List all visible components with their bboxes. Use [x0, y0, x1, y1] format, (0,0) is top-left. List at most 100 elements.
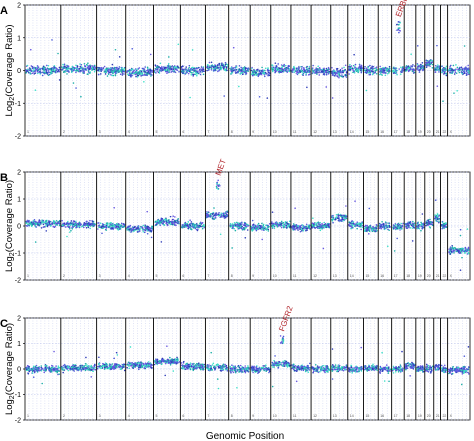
data-point — [349, 63, 351, 66]
data-point — [144, 66, 147, 68]
data-point — [452, 64, 455, 67]
data-point — [43, 66, 46, 68]
data-point — [107, 73, 110, 75]
data-point — [380, 223, 383, 226]
data-point — [401, 68, 404, 70]
data-point — [274, 62, 277, 64]
data-point — [64, 226, 67, 228]
data-point — [365, 71, 367, 74]
data-point — [396, 23, 398, 26]
data-point — [353, 71, 356, 74]
data-point — [261, 72, 264, 75]
chromosome-label: 14 — [350, 130, 354, 134]
data-point — [332, 218, 335, 221]
data-point — [187, 72, 190, 75]
data-point — [242, 224, 245, 226]
data-point — [408, 67, 411, 70]
data-point — [339, 75, 341, 77]
data-point — [142, 224, 145, 227]
data-point — [453, 73, 456, 75]
data-point — [302, 68, 305, 71]
data-point — [68, 231, 71, 233]
data-point — [164, 66, 167, 69]
data-point — [113, 206, 116, 209]
data-point — [159, 222, 161, 225]
data-point — [172, 218, 175, 221]
data-point — [405, 223, 408, 226]
data-point — [280, 224, 283, 227]
data-point — [260, 73, 263, 76]
data-point — [98, 67, 101, 69]
data-point — [89, 227, 91, 230]
chromosome-label: 6 — [182, 130, 184, 134]
data-point — [97, 69, 100, 72]
data-point — [296, 73, 299, 76]
data-point — [243, 69, 246, 72]
data-point — [212, 66, 215, 68]
data-point — [467, 251, 470, 254]
data-point — [335, 214, 338, 216]
data-point — [327, 223, 329, 225]
data-point — [137, 227, 139, 229]
data-point — [467, 64, 470, 67]
data-point — [210, 65, 212, 67]
data-point — [360, 65, 363, 67]
data-point — [188, 70, 191, 73]
data-point — [123, 69, 126, 72]
data-point — [385, 72, 387, 74]
data-point — [235, 72, 237, 74]
data-point — [185, 226, 187, 228]
data-point — [146, 210, 149, 213]
data-point — [233, 69, 236, 72]
data-point — [272, 224, 274, 226]
data-point — [321, 68, 324, 71]
data-point — [77, 225, 79, 228]
data-point — [388, 65, 391, 68]
data-point — [93, 68, 96, 71]
data-point — [104, 223, 106, 226]
data-point — [215, 67, 217, 70]
data-point — [444, 222, 447, 225]
data-point — [399, 229, 401, 231]
data-point — [365, 89, 368, 92]
data-point — [159, 224, 162, 227]
data-point — [192, 225, 195, 227]
data-point — [71, 227, 74, 230]
data-point — [348, 69, 350, 72]
data-point — [149, 53, 152, 56]
data-point — [383, 226, 386, 228]
data-point — [323, 221, 326, 224]
data-point — [264, 71, 267, 74]
data-point — [181, 226, 184, 229]
data-point — [268, 225, 270, 228]
data-point — [149, 68, 151, 71]
data-point — [151, 74, 153, 76]
chromosome-label: 13 — [333, 130, 337, 134]
data-point — [438, 214, 440, 217]
data-point — [27, 372, 30, 375]
data-point — [190, 73, 193, 76]
data-point — [85, 223, 88, 225]
chromosome-label: 11 — [293, 274, 297, 278]
data-point — [344, 216, 346, 218]
data-point — [29, 223, 32, 226]
data-point — [386, 72, 389, 75]
data-point — [36, 65, 39, 67]
data-point — [366, 68, 369, 71]
data-point — [65, 222, 68, 224]
data-point — [418, 71, 421, 73]
data-point — [107, 72, 110, 74]
data-point — [189, 96, 191, 99]
data-point — [398, 29, 400, 32]
panel-a: 1 2 3 4 5 6 7 8 9 10 11 12 13 14 15 16 17 18 19 20 21 22 X-2-1… — [0, 0, 471, 141]
data-point — [357, 67, 360, 70]
data-point — [34, 365, 37, 368]
y-tick-label: 0 — [17, 224, 21, 231]
data-point — [399, 27, 401, 29]
data-point — [449, 253, 451, 255]
data-point — [33, 219, 36, 221]
data-point — [463, 72, 466, 75]
data-point — [79, 224, 81, 227]
data-point — [431, 223, 433, 226]
data-point — [272, 66, 275, 69]
